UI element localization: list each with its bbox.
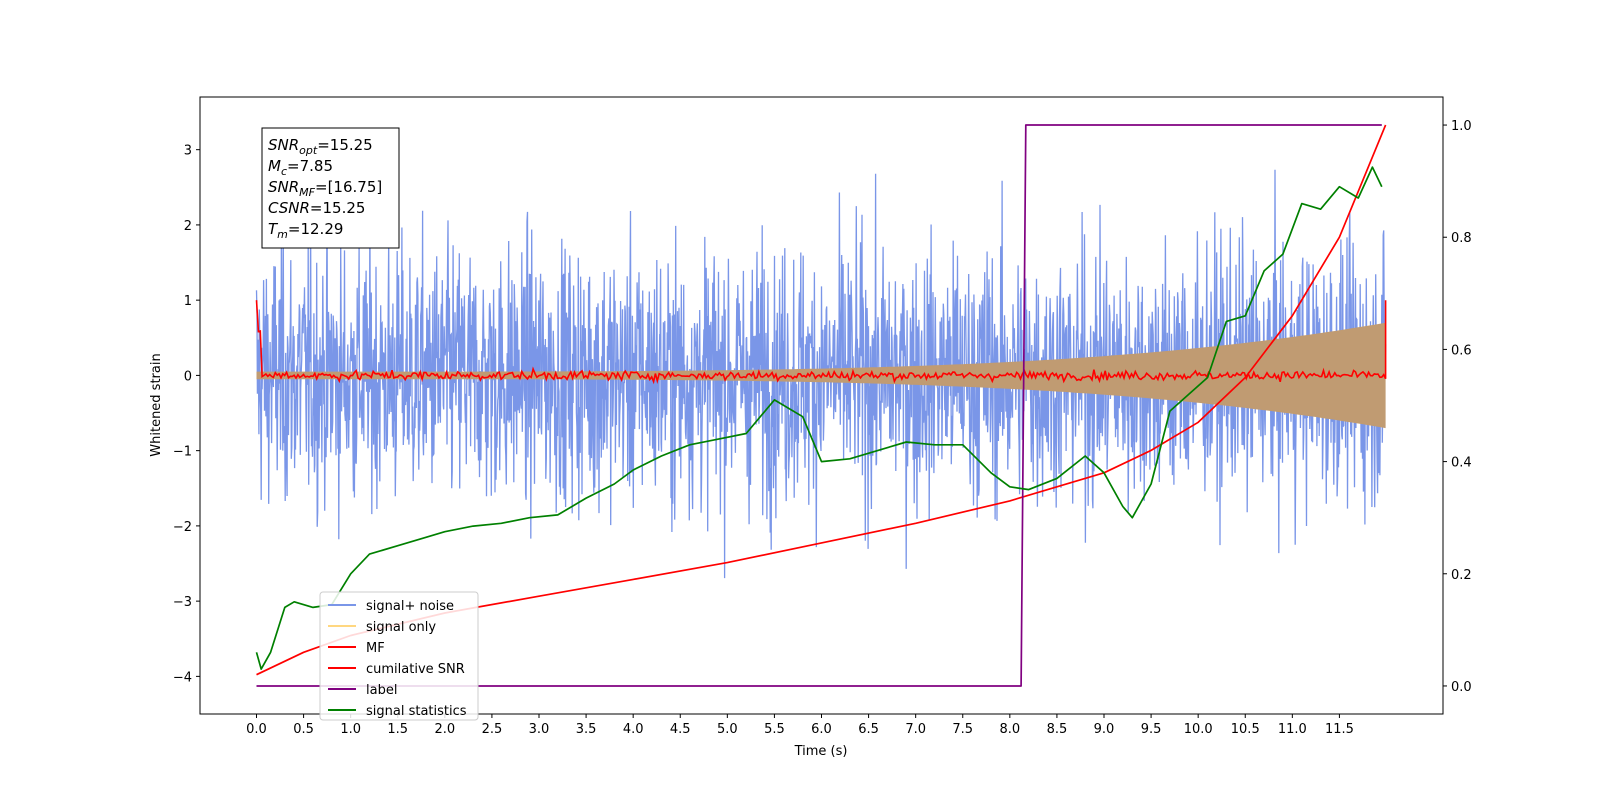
- legend-entry: cumilative SNR: [366, 662, 465, 677]
- y-left-tick-label: −2: [173, 520, 192, 535]
- x-tick-label: 8.5: [1047, 722, 1068, 737]
- info-box-value: =7.85: [287, 157, 333, 175]
- x-tick-label: 9.0: [1094, 722, 1115, 737]
- info-box-value: =12.29: [288, 220, 344, 238]
- y-right-tick-label: 0.8: [1451, 231, 1472, 246]
- x-tick-label: 6.5: [858, 722, 879, 737]
- x-tick-label: 5.5: [764, 722, 785, 737]
- x-tick-label: 7.5: [952, 722, 973, 737]
- x-tick-label: 1.5: [387, 722, 408, 737]
- info-box-symbol: SNR: [268, 136, 299, 154]
- x-tick-label: 2.5: [482, 722, 503, 737]
- x-tick-label: 3.0: [529, 722, 550, 737]
- info-box-symbol: T: [268, 220, 279, 238]
- x-tick-label: 9.5: [1141, 722, 1162, 737]
- x-tick-label: 11.5: [1325, 722, 1354, 737]
- x-tick-label: 10.0: [1184, 722, 1213, 737]
- y-left-tick-label: 0: [184, 369, 192, 384]
- x-tick-label: 0.0: [246, 722, 267, 737]
- info-box-value: =15.25: [310, 199, 366, 217]
- x-tick-label: 4.0: [623, 722, 644, 737]
- info-box-line: SNRMF=[16.75]: [268, 178, 382, 199]
- info-box-subscript: opt: [299, 144, 318, 157]
- x-tick-label: 5.0: [717, 722, 738, 737]
- legend-entry: signal+ noise: [366, 599, 454, 614]
- y-right-tick-label: 0.2: [1451, 568, 1472, 583]
- info-box-frame: [261, 127, 400, 249]
- x-tick-label: 0.5: [293, 722, 314, 737]
- x-tick-label: 2.0: [434, 722, 455, 737]
- x-tick-label: 4.5: [670, 722, 691, 737]
- series-label-line: [256, 124, 1382, 687]
- info-box-line: SNRopt=15.25: [268, 136, 373, 157]
- x-tick-label: 6.0: [811, 722, 832, 737]
- info-box-symbol: CSNR: [268, 199, 310, 217]
- legend-entry: label: [366, 683, 397, 698]
- y-left-tick-label: 2: [184, 219, 192, 234]
- legend-entry: MF: [366, 641, 385, 656]
- signal-noise-line: [255, 169, 1387, 579]
- info-box-symbol: M: [268, 157, 281, 175]
- y-left-tick-label: −4: [173, 670, 192, 685]
- y-axis-right: 1.0 0.8 0.6 0.4 0.2 0.0: [1443, 119, 1472, 695]
- info-box-line: Tm=12.29: [268, 220, 343, 241]
- x-tick-label: 11.0: [1278, 722, 1307, 737]
- info-box-line: CSNR=15.25: [268, 199, 365, 217]
- y-axis-label-left: Whitened strain: [149, 353, 164, 456]
- x-axis: 0.0 0.5 1.0 1.5 2.0 2.5 3.0 3.5 4.0 4.5 5.0 5.5 6.0 6…: [246, 714, 1354, 737]
- info-box-value: =[16.75]: [315, 178, 382, 196]
- info-box-subscript: MF: [299, 186, 315, 199]
- y-left-tick-label: 1: [184, 294, 192, 309]
- y-left-tick-label: −3: [173, 595, 192, 610]
- legend: signal+ noise signal only MF cumilative SNR…: [319, 591, 479, 721]
- y-right-tick-label: 0.0: [1451, 680, 1472, 695]
- info-box-value: =15.25: [317, 136, 373, 154]
- x-tick-label: 8.0: [999, 722, 1020, 737]
- x-tick-label: 3.5: [576, 722, 597, 737]
- series-signal-noise: [255, 169, 1387, 579]
- x-tick-label: 1.0: [340, 722, 361, 737]
- y-right-tick-label: 0.6: [1451, 343, 1472, 358]
- info-box-subscript: m: [277, 228, 288, 241]
- x-tick-label: 10.5: [1231, 722, 1260, 737]
- x-tick-label: 7.0: [905, 722, 926, 737]
- info-box-subscript: c: [281, 165, 287, 178]
- info-box-symbol: SNR: [268, 178, 299, 196]
- legend-frame: [319, 591, 479, 721]
- x-axis-label: Time (s): [794, 744, 848, 759]
- info-box-line: Mc=7.85: [268, 157, 333, 178]
- y-left-tick-label: 3: [184, 144, 192, 159]
- info-box: SNRopt=15.25Mc=7.85SNRMF=[16.75]CSNR=15.…: [261, 127, 400, 249]
- series-signal-statistics-line: [255, 166, 1383, 670]
- y-left-tick-label: −1: [173, 445, 192, 460]
- y-right-tick-label: 0.4: [1451, 456, 1472, 471]
- legend-entry: signal only: [366, 620, 436, 635]
- y-right-tick-label: 1.0: [1451, 119, 1472, 134]
- legend-entry: signal statistics: [366, 704, 467, 719]
- y-axis-left: 3 2 1 0 −1 −2 −3 −4: [173, 144, 200, 685]
- series-mf: [255, 300, 1387, 385]
- mf-line: [255, 300, 1387, 385]
